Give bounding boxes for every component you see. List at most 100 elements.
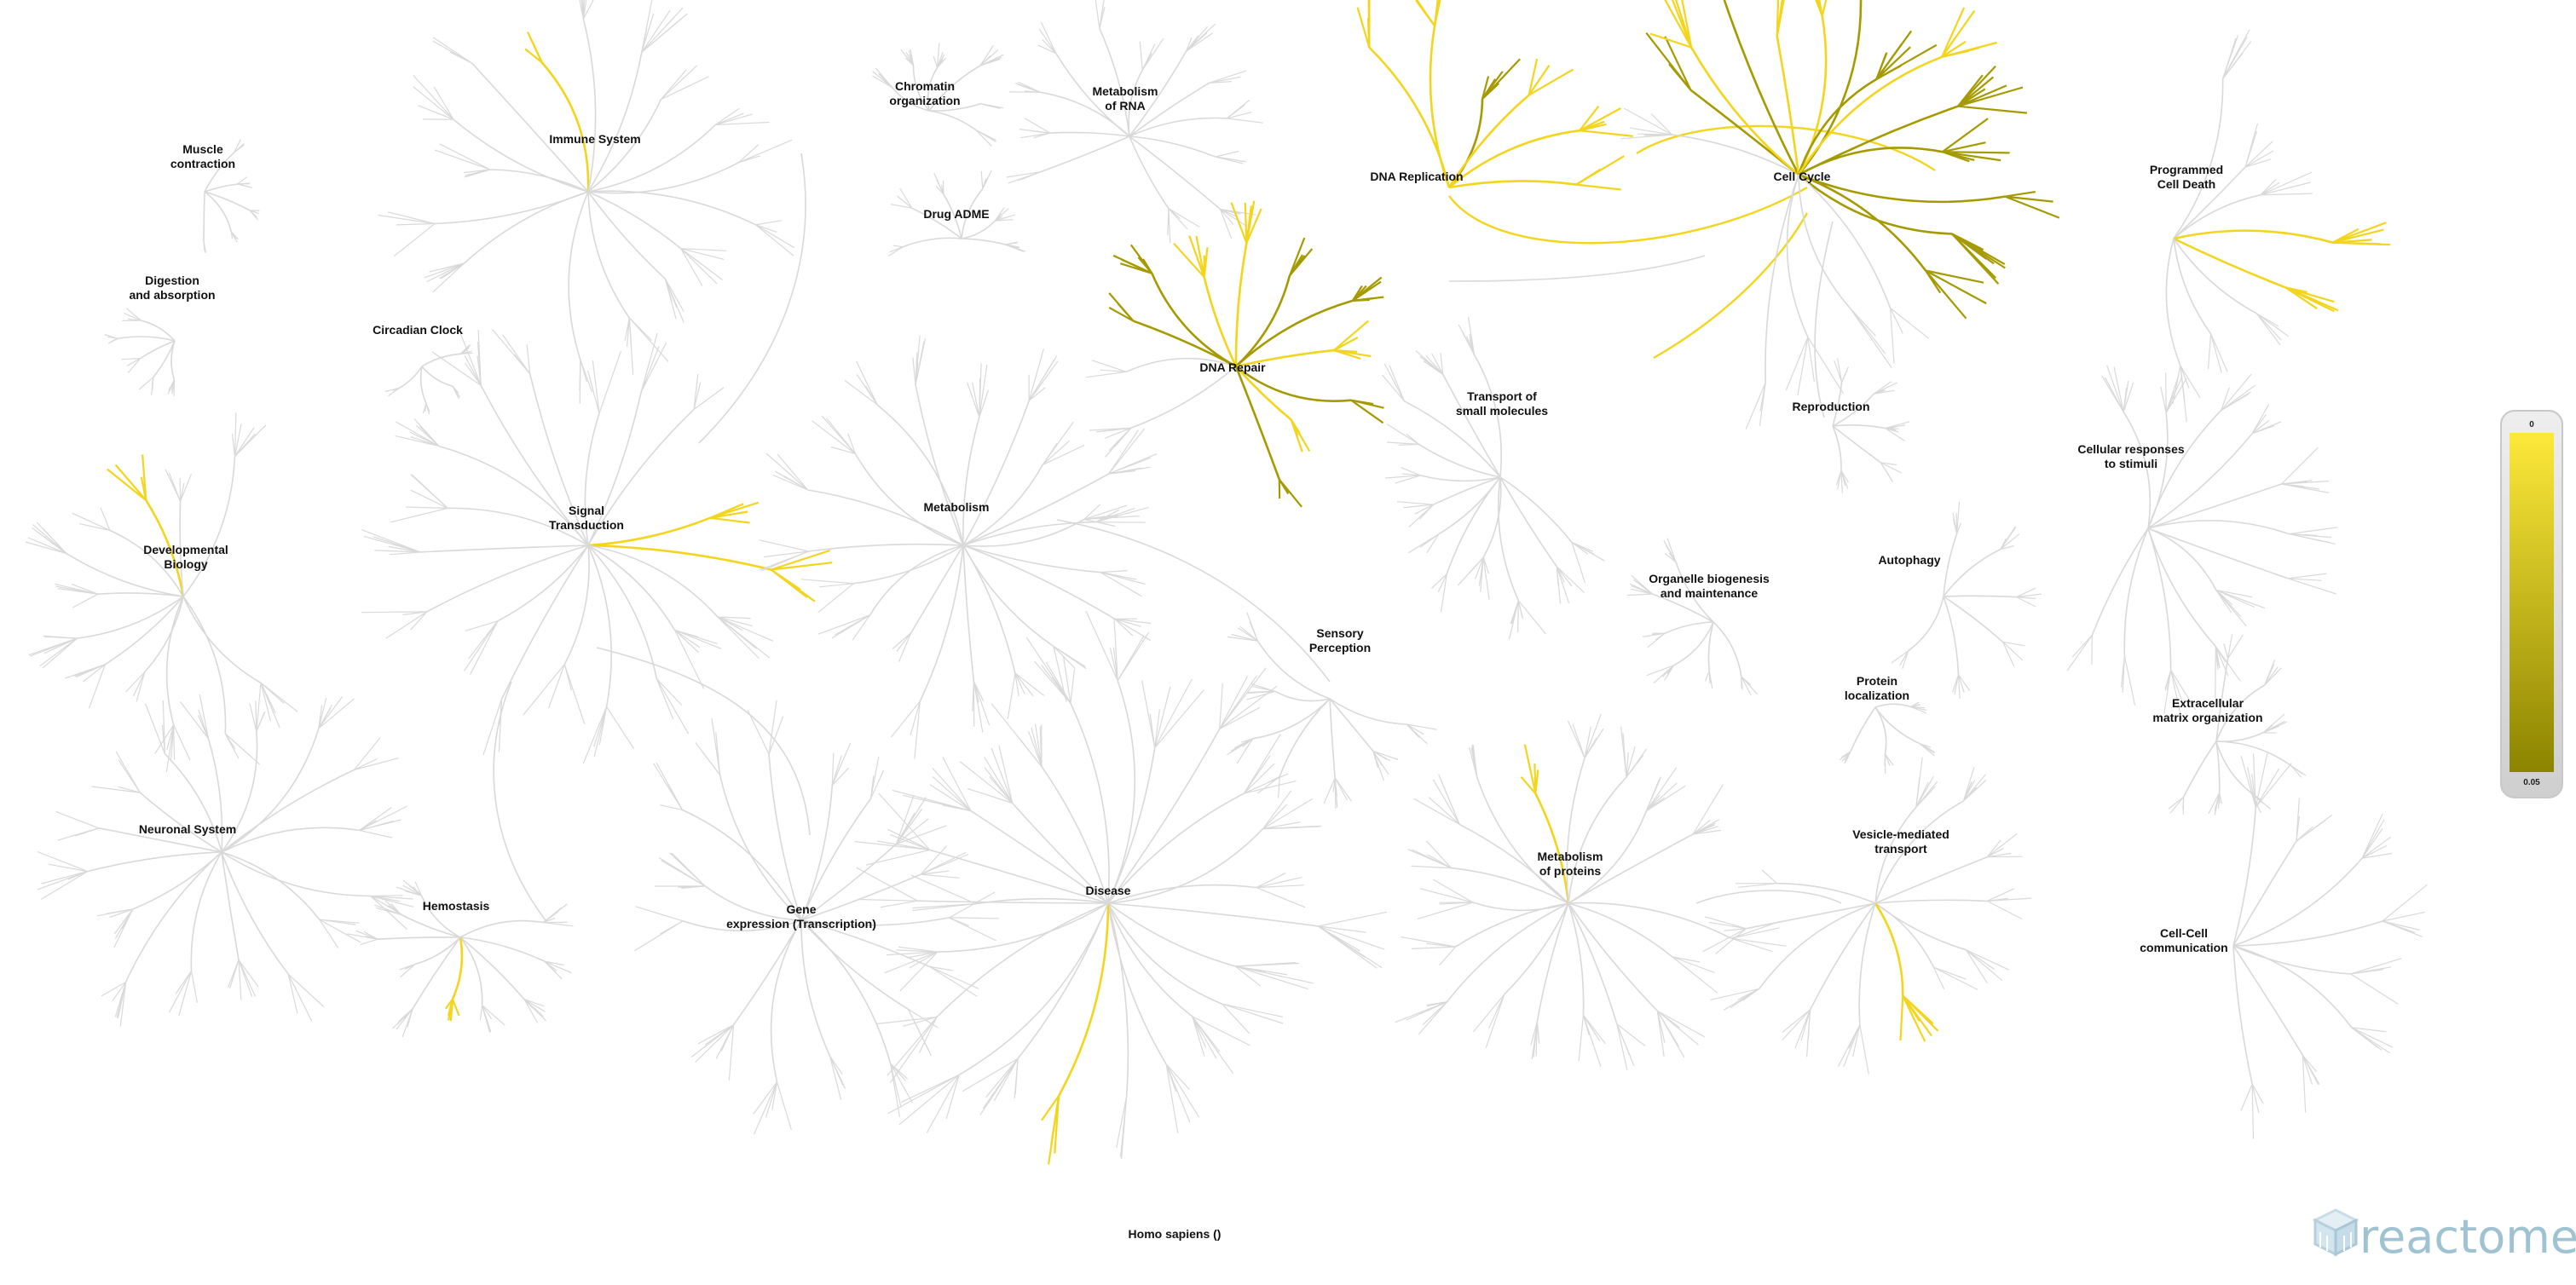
pathway-label-immune-system[interactable]: Immune System <box>549 132 640 146</box>
pathway-tree-sensory-perception[interactable] <box>1227 612 1437 809</box>
pathway-tree-organelle-biogenesis[interactable] <box>1626 538 1759 695</box>
pathway-label-line: of RNA <box>1105 99 1145 112</box>
pathway-label-organelle-biogenesis[interactable]: Organelle biogenesis and maintenance <box>1649 572 1770 600</box>
pathway-label-protein-localization[interactable]: Protein localization <box>1845 674 1909 702</box>
pathway-label-line: Drug ADME <box>923 207 989 221</box>
pathway-label-circadian-clock[interactable]: Circadian Clock <box>373 323 463 337</box>
pathway-tree-developmental-biology[interactable] <box>25 412 298 773</box>
pathway-tree-gene-expression[interactable] <box>634 700 999 1135</box>
pathway-label-cell-cycle[interactable]: Cell Cycle <box>1774 170 1831 183</box>
pathway-label-drug-adme[interactable]: Drug ADME <box>923 207 989 221</box>
pathway-label-neuronal-system[interactable]: Neuronal System <box>139 822 236 836</box>
pathway-label-line: Muscle <box>182 142 223 156</box>
pathway-label-line: organization <box>889 94 960 107</box>
pathway-tree-metabolism[interactable] <box>759 335 1158 759</box>
pathway-label-line: Chromatin <box>895 79 955 93</box>
pathway-label-line: Circadian Clock <box>373 323 463 337</box>
pathway-tree-metabolism-of-rna[interactable] <box>1006 0 1263 244</box>
pathway-label-line: Developmental <box>143 543 228 556</box>
pathway-tree-immune-system[interactable] <box>378 0 795 404</box>
pathway-tree-chromatin-organization[interactable] <box>872 43 1004 147</box>
pathway-tree-drug-adme[interactable] <box>887 170 1026 257</box>
pathway-label-line: Autophagy <box>1878 553 1940 567</box>
pathway-tree-cell-cell-communication[interactable] <box>2232 752 2428 1139</box>
pathway-tree-vesicle-mediated-transport[interactable] <box>1702 757 2032 1075</box>
pathway-label-reproduction[interactable]: Reproduction <box>1793 400 1870 413</box>
pathway-label-line: Sensory <box>1316 626 1363 640</box>
pathway-connectors <box>493 124 1936 921</box>
pathway-label-vesicle-mediated-transport[interactable]: Vesicle-mediated transport <box>1852 827 1949 856</box>
pathway-tree-metabolism-of-proteins[interactable] <box>1395 713 1787 1070</box>
pathway-tree-neuronal-system[interactable] <box>37 683 414 1027</box>
pathway-label-disease[interactable]: Disease <box>1086 884 1131 897</box>
pathway-label-line: localization <box>1845 689 1909 702</box>
pathway-tree-circadian-clock[interactable] <box>384 344 473 415</box>
legend-bottom-label: 0.05 <box>2523 778 2540 787</box>
pathway-label-line: Protein <box>1857 674 1897 688</box>
pathway-tree-autophagy[interactable] <box>1891 501 2042 700</box>
pathway-tree-cellular-responses[interactable] <box>2066 365 2338 720</box>
pathway-label-line: Transduction <box>549 518 624 532</box>
connector-arc <box>1653 212 1809 360</box>
pathway-label-chromatin-organization[interactable]: Chromatin organization <box>889 79 960 107</box>
pathway-label-line: Gene <box>786 902 816 916</box>
pathway-tree-disease[interactable] <box>854 610 1388 1165</box>
pathway-trees <box>25 0 2428 1165</box>
pathway-label-line: Immune System <box>549 132 640 146</box>
connector-arc <box>698 153 806 444</box>
pathway-label-muscle-contraction[interactable]: Muscle contraction <box>170 142 235 170</box>
pathway-label-sensory-perception[interactable]: Sensory Perception <box>1309 626 1371 654</box>
pathway-tree-dna-replication[interactable] <box>1356 0 1633 191</box>
pathway-label-dna-replication[interactable]: DNA Replication <box>1370 170 1463 183</box>
pathway-label-line: Cell Death <box>2157 177 2215 191</box>
pathway-label-metabolism-of-rna[interactable]: Metabolism of RNA <box>1092 84 1158 112</box>
legend-top-label: 0 <box>2529 420 2534 429</box>
pathway-tree-dna-repair[interactable] <box>1085 200 1384 508</box>
pathway-label-line: Extracellular <box>2172 696 2244 710</box>
pathway-label-line: Hemostasis <box>423 899 490 913</box>
pathway-label-line: Programmed <box>2150 163 2223 176</box>
pathway-tree-programmed-cell-death[interactable] <box>2165 29 2391 423</box>
pathway-label-line: Signal <box>569 504 604 517</box>
significance-legend[interactable]: 0 0.05 <box>2500 410 2563 798</box>
connector-arc <box>1695 890 1842 904</box>
pathway-label-cellular-responses[interactable]: Cellular responses to stimuli <box>2077 442 2184 470</box>
pathway-label-developmental-biology[interactable]: Developmental Biology <box>143 543 228 571</box>
pathway-label-line: and absorption <box>129 288 215 302</box>
pathway-tree-reproduction[interactable] <box>1832 358 1910 493</box>
pathway-tree-transport-small-molecules[interactable] <box>1382 317 1605 640</box>
pathway-tree-cell-cycle[interactable] <box>1620 0 2060 429</box>
pathway-tree-hemostasis[interactable] <box>347 879 574 1038</box>
pathway-tree-signal-transduction[interactable] <box>361 329 833 764</box>
pathway-label-cell-cell-communication[interactable]: Cell-Cell communication <box>2140 926 2227 954</box>
pathway-label-line: Transport of <box>1467 389 1537 403</box>
pathway-tree-protein-localization[interactable] <box>1839 701 1936 775</box>
pathway-label-line: Metabolism <box>1092 84 1158 98</box>
pathway-label-autophagy[interactable]: Autophagy <box>1878 553 1940 567</box>
pathway-label-signal-transduction[interactable]: Signal Transduction <box>549 504 624 532</box>
pathway-label-line: communication <box>2140 941 2227 954</box>
pathway-tree-extracellular-matrix[interactable] <box>2168 634 2307 815</box>
pathway-label-line: expression (Transcription) <box>726 917 876 931</box>
pathway-tree-digestion-absorption[interactable] <box>104 308 176 396</box>
reactome-logo-text: reactome <box>2359 1210 2576 1264</box>
connector-arc <box>1056 519 1331 683</box>
connector-arc <box>1448 255 1706 282</box>
pathway-label-metabolism[interactable]: Metabolism <box>923 500 989 514</box>
reactome-logo: reactome <box>2312 1208 2576 1264</box>
pathway-label-line: Perception <box>1309 641 1371 654</box>
reactome-cube-icon <box>2312 1208 2359 1257</box>
pathway-label-dna-repair[interactable]: DNA Repair <box>1199 360 1266 374</box>
pathway-label-transport-small-molecules[interactable]: Transport of small molecules <box>1456 389 1548 418</box>
connector-arc <box>1448 186 1808 245</box>
pathway-label-hemostasis[interactable]: Hemostasis <box>423 899 490 913</box>
pathway-label-programmed-cell-death[interactable]: Programmed Cell Death <box>2150 163 2223 191</box>
pathway-label-metabolism-of-proteins[interactable]: Metabolism of proteins <box>1537 850 1603 878</box>
pathway-tree-muscle-contraction[interactable] <box>203 139 260 254</box>
pathway-label-gene-expression[interactable]: Gene expression (Transcription) <box>726 902 876 931</box>
pathway-label-digestion-absorption[interactable]: Digestion and absorption <box>129 274 215 302</box>
pathway-label-line: Organelle biogenesis <box>1649 572 1770 585</box>
pathway-label-extracellular-matrix[interactable]: Extracellular matrix organization <box>2152 696 2262 724</box>
pathway-label-line: Vesicle-mediated <box>1852 827 1949 841</box>
